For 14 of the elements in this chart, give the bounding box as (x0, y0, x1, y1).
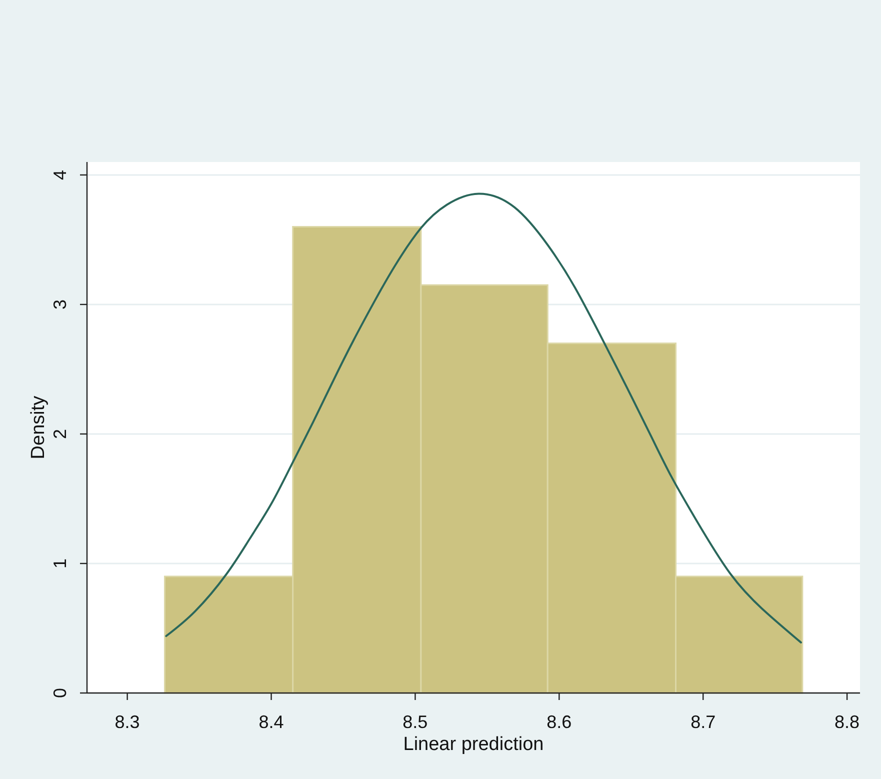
y-tick-label: 1 (50, 558, 70, 568)
y-tick-label: 0 (50, 688, 70, 698)
x-tick-label: 8.4 (258, 712, 284, 732)
y-axis-title: Density (28, 395, 49, 460)
x-tick-label: 8.3 (114, 712, 140, 732)
y-tick-label: 3 (50, 299, 70, 310)
y-tick-label: 4 (50, 170, 70, 180)
line-series (165, 192, 802, 644)
x-tick-label: 8.8 (834, 712, 860, 732)
y-tick-label: 2 (50, 428, 70, 439)
x-tick-label: 8.5 (402, 712, 428, 732)
x-tick-label: 8.7 (690, 712, 716, 732)
x-tick-label: 8.6 (546, 712, 572, 732)
x-axis-title: Linear prediction (403, 734, 544, 755)
